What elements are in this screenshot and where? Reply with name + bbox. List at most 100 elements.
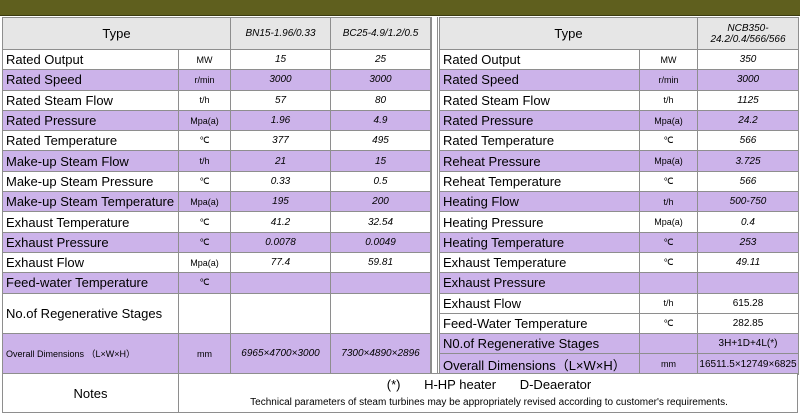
param-value: 7300×4890×2896	[330, 333, 431, 375]
param-value	[330, 292, 431, 335]
param-value: 500-750	[697, 191, 799, 213]
param-unit: mm	[639, 353, 698, 375]
table-row: Reheat Pressure Mpa(a) 3.725	[439, 150, 799, 172]
param-value: 282.85	[697, 312, 799, 335]
param-name: Exhaust Flow	[2, 251, 179, 274]
notes-deaerator: D-Deaerator	[519, 377, 592, 392]
table-row: Exhaust Temperature ℃ 41.2 32.54	[2, 211, 431, 233]
table-row: Exhaust Flow Mpa(a) 77.4 59.81	[2, 251, 431, 274]
param-value: 0.0049	[330, 231, 431, 253]
param-value: 3H+1D+4L(*)	[697, 333, 799, 355]
table-row: No.of Regenerative Stages	[2, 292, 431, 335]
param-value: 1125	[697, 89, 799, 111]
table-row: Overall Dimensions （L×W×H） mm 6965×4700×…	[2, 333, 431, 375]
param-value: 15	[330, 150, 431, 172]
param-name: Feed-water Temperature	[2, 272, 179, 294]
table-row: Rated Steam Flow t/h 1125	[439, 89, 799, 111]
param-value	[330, 272, 431, 294]
param-name: Feed-Water Temperature	[439, 312, 640, 335]
param-value: 15	[230, 48, 331, 71]
table-row: Make-up Steam Pressure ℃ 0.33 0.5	[2, 170, 431, 193]
notes-mark: (*)	[386, 377, 401, 392]
param-unit: Mpa(a)	[178, 251, 231, 274]
param-unit: Mpa(a)	[639, 109, 698, 132]
param-unit: ℃	[178, 170, 231, 193]
param-unit: r/min	[639, 69, 698, 91]
param-value: 3.725	[697, 150, 799, 172]
param-name: Rated Temperature	[2, 130, 179, 152]
param-unit: Mpa(a)	[178, 191, 231, 213]
table-row: Feed-water Temperature ℃	[2, 272, 431, 294]
param-name: Exhaust Temperature	[439, 251, 640, 274]
param-value: 25	[330, 48, 431, 71]
param-value: 200	[330, 191, 431, 213]
param-value: 1.96	[230, 109, 331, 132]
param-value: 0.0078	[230, 231, 331, 253]
param-name: Make-up Steam Flow	[2, 150, 179, 172]
param-value: 77.4	[230, 251, 331, 274]
param-name: Reheat Pressure	[439, 150, 640, 172]
param-value: 350	[697, 48, 799, 71]
param-unit: ℃	[639, 312, 698, 335]
param-unit: mm	[178, 333, 231, 375]
param-value: 3000	[230, 69, 331, 91]
table-row: Rated Speed r/min 3000	[439, 69, 799, 91]
param-unit: Mpa(a)	[178, 109, 231, 132]
param-name: Overall Dimensions（L×W×H）	[439, 353, 640, 375]
notes-legend: (*) H-HP heater D-Deaerator	[179, 377, 799, 392]
param-value: 377	[230, 130, 331, 152]
param-value: 615.28	[697, 292, 799, 314]
param-unit: t/h	[178, 89, 231, 111]
param-name: Make-up Steam Temperature	[2, 191, 179, 213]
param-name: Make-up Steam Pressure	[2, 170, 179, 193]
table-row: Make-up Steam Flow t/h 21 15	[2, 150, 431, 172]
table-separator	[431, 17, 438, 373]
param-value: 24.2	[697, 109, 799, 132]
model-header: BC25-4.9/1.2/0.5	[330, 17, 431, 50]
table-header-row: Type BN15-1.96/0.33 BC25-4.9/1.2/0.5	[2, 17, 431, 50]
table-header-row: Type NCB350-24.2/0.4/566/566	[439, 17, 799, 50]
param-value: 57	[230, 89, 331, 111]
param-unit: ℃	[178, 130, 231, 152]
param-name: Heating Pressure	[439, 211, 640, 233]
notes-label: Notes	[3, 374, 179, 412]
param-unit: ℃	[639, 170, 698, 193]
table-row: Rated Output MW 350	[439, 48, 799, 71]
param-name: Rated Output	[439, 48, 640, 71]
param-name: Rated Temperature	[439, 130, 640, 152]
param-unit: ℃	[639, 251, 698, 274]
param-value: 49.11	[697, 251, 799, 274]
table-row: Rated Pressure Mpa(a) 24.2	[439, 109, 799, 132]
param-unit: ℃	[178, 272, 231, 294]
table-row: Exhaust Temperature ℃ 49.11	[439, 251, 799, 274]
table-row: Heating Temperature ℃ 253	[439, 231, 799, 253]
param-value: 0.5	[330, 170, 431, 193]
param-value: 4.9	[330, 109, 431, 132]
param-value: 3000	[330, 69, 431, 91]
param-name: Reheat Temperature	[439, 170, 640, 193]
table-row: Reheat Temperature ℃ 566	[439, 170, 799, 193]
param-unit: t/h	[639, 191, 698, 213]
param-name: Heating Flow	[439, 191, 640, 213]
param-name: Rated Pressure	[439, 109, 640, 132]
param-value: 41.2	[230, 211, 331, 233]
table-row: Rated Pressure Mpa(a) 1.96 4.9	[2, 109, 431, 132]
param-name: No.of Regenerative Stages	[2, 292, 179, 335]
model-header: NCB350-24.2/0.4/566/566	[697, 17, 799, 50]
top-header-bar	[0, 0, 800, 16]
table-row: Feed-Water Temperature ℃ 282.85	[439, 312, 799, 335]
param-value	[230, 292, 331, 335]
param-name: Overall Dimensions （L×W×H）	[2, 333, 179, 375]
param-unit: ℃	[639, 231, 698, 253]
param-value: 59.81	[330, 251, 431, 274]
param-name: Heating Temperature	[439, 231, 640, 253]
table-row: Heating Flow t/h 500-750	[439, 191, 799, 213]
param-value: 0.33	[230, 170, 331, 193]
param-value: 21	[230, 150, 331, 172]
param-unit: ℃	[639, 130, 698, 152]
param-value: 6965×4700×3000	[230, 333, 331, 375]
param-name: Rated Output	[2, 48, 179, 71]
param-unit: t/h	[639, 89, 698, 111]
table-row: Make-up Steam Temperature Mpa(a) 195 200	[2, 191, 431, 213]
param-value	[230, 272, 331, 294]
